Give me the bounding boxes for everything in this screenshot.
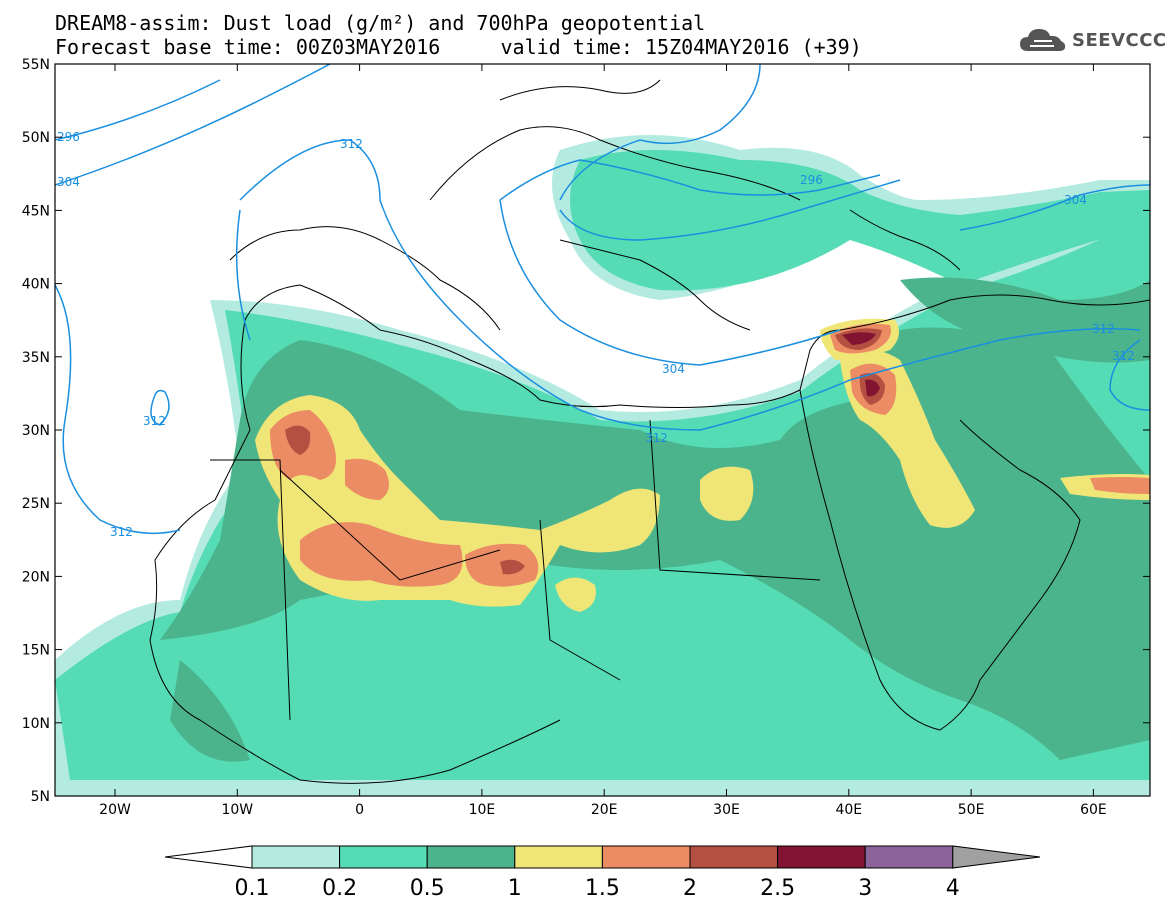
coastlines <box>149 79 1150 784</box>
contour-label: 312 <box>645 431 668 445</box>
contour-label: 304 <box>1064 193 1087 207</box>
map-subtitle: Forecast base time: 00Z03MAY2016 valid t… <box>55 35 862 59</box>
lat-label: 10N <box>22 716 50 732</box>
geopotential-contours <box>55 64 1150 535</box>
colorbar-tick-label: 3 <box>858 876 872 901</box>
logo-text: SEEVCCC <box>1072 29 1165 51</box>
colorbar: 0.1 0.2 0.5 1 1.5 2 2.5 3 4 <box>164 845 1041 901</box>
contour-label: 312 <box>340 137 363 151</box>
contour-label: 296 <box>800 173 823 187</box>
latitude-axis: 55N 50N 45N 40N 35N 30N 25N 20N 15N 10N 5N <box>22 57 1150 805</box>
longitude-axis: 20W 10W 0 10E 20E 30E 40E 50E 60E <box>99 64 1107 818</box>
lat-label: 40N <box>22 277 50 293</box>
colorbar-swatch <box>514 845 603 869</box>
lon-label: 40E <box>835 802 862 818</box>
lat-label: 20N <box>22 569 50 585</box>
lat-label: 35N <box>22 350 50 366</box>
lon-label: 60E <box>1080 802 1107 818</box>
lon-label: 10W <box>221 802 253 818</box>
colorbar-swatch <box>689 845 779 869</box>
lat-label: 45N <box>22 203 50 219</box>
seevccc-logo: SEEVCCC <box>1018 24 1165 56</box>
contour-label: 312 <box>1112 349 1135 363</box>
lat-label: 15N <box>22 643 50 659</box>
colorbar-tick-label: 2 <box>683 876 697 901</box>
colorbar-swatch <box>339 845 428 869</box>
colorbar-min-arrow <box>164 845 253 869</box>
colorbar-tick-label: 0.2 <box>322 876 357 901</box>
colorbar-swatch <box>426 845 516 869</box>
lon-label: 0 <box>355 802 364 818</box>
lat-label: 25N <box>22 496 50 512</box>
colorbar-tick-label: 4 <box>946 876 960 901</box>
colorbar-tick-label: 0.1 <box>235 876 270 901</box>
colorbar-tick-label: 2.5 <box>760 876 795 901</box>
contour-label: 312 <box>1092 322 1115 336</box>
colorbar-tick-label: 0.5 <box>410 876 445 901</box>
contour-label: 312 <box>110 525 133 539</box>
lat-label: 5N <box>31 789 50 805</box>
lon-label: 50E <box>958 802 985 818</box>
colorbar-swatch <box>777 845 866 869</box>
contour-label: 304 <box>57 175 80 189</box>
lat-label: 50N <box>22 130 50 146</box>
lat-label: 55N <box>22 57 50 73</box>
contour-label: 296 <box>57 130 80 144</box>
colorbar-tick-label: 1 <box>508 876 522 901</box>
contour-labels: 296 312 304 296 304 312 312 304 312 312 … <box>57 130 1135 539</box>
cloud-icon <box>1020 29 1066 51</box>
lon-label: 10E <box>469 802 496 818</box>
colorbar-swatch <box>864 845 954 869</box>
dust-load-field <box>55 135 1150 796</box>
colorbar-swatch <box>601 845 691 869</box>
map-title: DREAM8-assim: Dust load (g/m²) and 700hP… <box>55 11 706 35</box>
contour-label: 312 <box>143 414 166 428</box>
lon-label: 20E <box>591 802 618 818</box>
colorbar-tick-label: 1.5 <box>585 876 620 901</box>
lat-label: 30N <box>22 423 50 439</box>
colorbar-swatch <box>251 845 341 869</box>
colorbar-max-arrow <box>952 845 1041 869</box>
lon-label: 20W <box>99 802 131 818</box>
contour-label: 304 <box>662 362 685 376</box>
lon-label: 30E <box>713 802 740 818</box>
